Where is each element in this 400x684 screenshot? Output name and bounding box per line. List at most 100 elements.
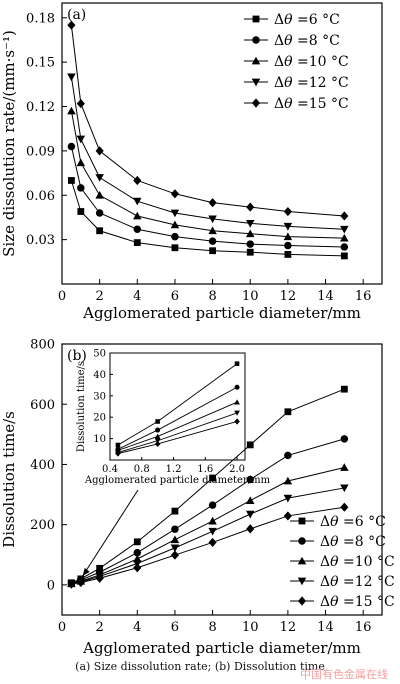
data-point [234, 410, 240, 416]
data-point [283, 206, 292, 217]
series-line [117, 421, 238, 455]
data-point [208, 198, 217, 208]
figure-caption: (a) Size dissolution rate; (b) Dissoluti… [75, 660, 325, 673]
x-tick-label: 16 [355, 289, 372, 304]
data-point [340, 484, 349, 493]
data-point [246, 202, 255, 212]
data-point [340, 233, 349, 242]
data-point [133, 211, 142, 220]
x-tick-label: 4 [133, 620, 141, 635]
data-point [133, 538, 141, 546]
x-tick-label: 8 [208, 620, 216, 635]
data-point [154, 433, 161, 439]
panel-label: (a) [67, 7, 86, 23]
chart-a: 0 2 4 6 8 10 12 14 16 0.03 0.06 0.09 0.12 0.15 0.18 Agg… [0, 2, 383, 322]
data-point [76, 98, 85, 109]
y-tick-label: 40 [93, 370, 106, 381]
legend-marker [297, 596, 307, 606]
data-point [155, 419, 160, 424]
y-tick-label: 10 [93, 434, 106, 445]
legend-marker [251, 78, 261, 87]
data-point [340, 463, 349, 471]
legend-label: Δθ =10 °C [320, 554, 395, 570]
data-point [68, 177, 75, 184]
data-point [283, 222, 293, 231]
data-point [208, 237, 217, 245]
data-point [284, 241, 292, 250]
y-tick-label: 200 [30, 518, 55, 533]
x-tick-label: 16 [355, 620, 372, 635]
y-tick-label: 20 [93, 413, 106, 424]
data-point [67, 73, 76, 82]
x-tick-label: 0.8 [134, 464, 150, 475]
data-point [171, 525, 179, 533]
data-point [209, 474, 216, 482]
legend-marker [251, 98, 261, 108]
legend-marker [251, 56, 261, 65]
data-point [170, 220, 180, 229]
x-tick-label: 12 [280, 289, 297, 304]
data-point [96, 227, 104, 235]
data-point [133, 548, 142, 557]
x-tick-label: 12 [280, 620, 297, 635]
x-tick-label: 2 [96, 620, 104, 635]
data-point [234, 361, 240, 366]
chart-b: 0 2 4 6 8 10 12 14 16 0 200 400 600 800 Agglomerated p… [0, 338, 395, 657]
data-point [67, 20, 76, 30]
series-line [117, 363, 238, 446]
legend-marker [252, 15, 260, 23]
data-point [77, 184, 85, 192]
data-point [170, 544, 180, 553]
data-point [133, 175, 142, 186]
x-tick-label: 10 [242, 620, 259, 635]
x-tick-label: 14 [317, 620, 334, 635]
x-tick-label: 2.0 [229, 464, 245, 475]
data-point [340, 502, 349, 512]
data-point [171, 244, 179, 252]
data-point [133, 563, 142, 573]
inset-pointer-arrowhead [82, 567, 90, 576]
data-point [246, 524, 255, 534]
plot-frame [61, 343, 383, 616]
data-point [170, 535, 180, 544]
legend-label: Δθ =10 °C [274, 54, 349, 70]
data-point [234, 399, 240, 405]
y-tick-label: 30 [93, 391, 106, 402]
data-point [284, 451, 292, 460]
inset-pointer-arrow [82, 489, 139, 577]
data-point [95, 573, 104, 583]
data-point [245, 510, 255, 519]
legend-label: Δθ =6 °C [274, 12, 340, 28]
data-point [283, 511, 292, 521]
x-tick-label: 1.6 [197, 464, 213, 475]
x-tick-label: 0 [58, 289, 66, 304]
series-line [117, 386, 238, 450]
data-point [208, 501, 217, 509]
data-point [209, 247, 216, 255]
data-point [283, 232, 293, 241]
data-point [95, 146, 104, 156]
x-tick-label: 10 [242, 289, 259, 304]
y-tick-label: 400 [30, 458, 55, 473]
data-point [171, 507, 179, 515]
y-axis-label: Dissolution time/s [0, 411, 18, 548]
data-point [340, 225, 349, 234]
data-point [340, 243, 349, 251]
legend-label: Δθ =6 °C [320, 514, 386, 530]
legend-marker [298, 517, 306, 525]
data-point [208, 527, 217, 536]
y-tick-label: 0 [47, 578, 55, 593]
data-point [208, 516, 217, 525]
plot-frame [61, 2, 383, 285]
y-tick-label: 0.03 [26, 233, 55, 248]
data-point [340, 385, 348, 393]
data-point [340, 211, 349, 221]
x-tick-label: 2 [96, 289, 104, 304]
data-point [67, 579, 76, 589]
data-point [246, 475, 254, 484]
x-tick-label: 1.2 [166, 464, 182, 475]
data-point [77, 208, 85, 215]
data-point [133, 239, 141, 246]
x-tick-label: 0.4 [102, 464, 118, 475]
y-tick-label: 600 [30, 398, 55, 413]
